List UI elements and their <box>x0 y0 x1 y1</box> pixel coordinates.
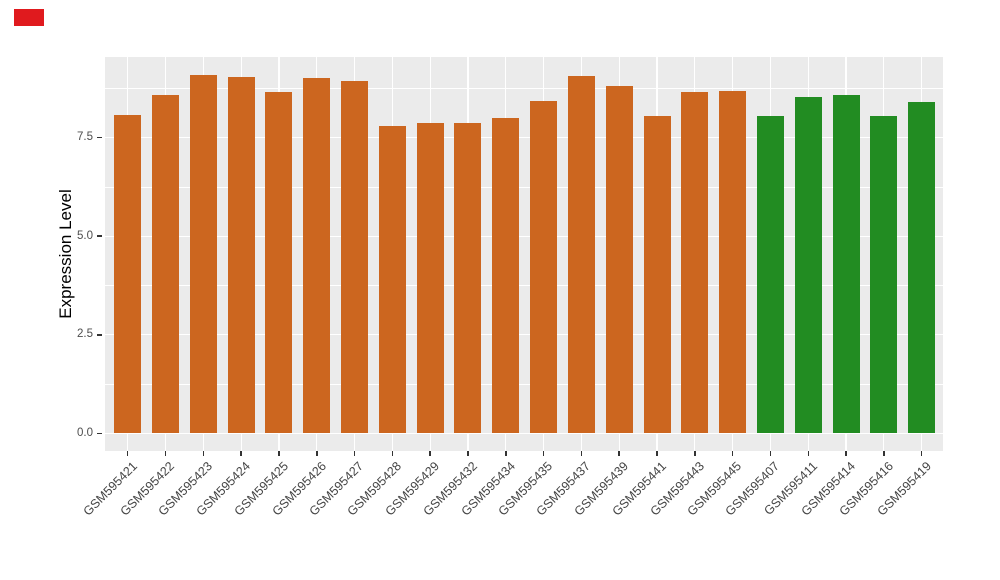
bar <box>908 102 936 434</box>
y-tick-label: 7.5 <box>77 131 93 144</box>
h-gridline-major <box>105 136 943 139</box>
x-tick-mark <box>126 451 129 456</box>
bar <box>492 118 520 434</box>
x-tick-mark <box>429 451 431 456</box>
h-gridline-minor <box>105 186 943 188</box>
bar <box>189 74 217 434</box>
bar <box>794 97 822 434</box>
y-tick-label: 5.0 <box>77 229 93 242</box>
bar <box>378 125 406 434</box>
bar <box>530 100 558 434</box>
h-gridline-major <box>105 334 943 336</box>
x-tick-mark <box>164 451 167 456</box>
x-tick-mark <box>505 451 507 456</box>
x-tick-mark <box>920 451 923 456</box>
h-gridline-major <box>105 235 943 237</box>
x-tick-mark <box>883 451 885 456</box>
bar <box>756 115 784 434</box>
bar <box>567 76 595 434</box>
bar <box>416 122 444 434</box>
x-tick-mark <box>542 451 545 456</box>
bar <box>227 76 255 434</box>
x-tick-mark <box>278 451 280 456</box>
x-tick-mark <box>656 451 658 456</box>
x-tick-mark <box>353 451 356 456</box>
bar <box>152 95 179 434</box>
bar <box>114 115 142 434</box>
x-tick-mark <box>807 451 810 456</box>
y-tick-mark <box>97 136 102 139</box>
h-gridline-minor <box>105 285 943 286</box>
x-tick-mark <box>845 451 847 456</box>
plot-panel <box>105 57 943 451</box>
bar <box>454 123 482 434</box>
h-gridline-major <box>105 432 943 434</box>
bar <box>341 80 369 434</box>
x-tick-mark <box>618 451 620 456</box>
y-tick-label: 0.0 <box>77 426 93 439</box>
bar <box>265 91 293 434</box>
x-tick-mark <box>391 451 394 456</box>
y-axis-title: Expression Level <box>56 189 75 319</box>
x-tick-mark <box>769 451 772 456</box>
x-tick-mark <box>694 451 696 456</box>
x-tick-mark <box>316 451 318 456</box>
bar <box>643 115 671 434</box>
bar <box>303 77 331 434</box>
bar <box>832 95 860 434</box>
x-tick-mark <box>202 451 205 456</box>
bar <box>681 91 709 434</box>
h-gridline-minor <box>105 87 943 89</box>
bar <box>870 115 898 434</box>
bar <box>719 90 747 434</box>
y-tick-mark <box>97 334 102 336</box>
red-marker <box>14 9 44 26</box>
y-tick-mark <box>97 235 102 237</box>
x-tick-mark <box>580 451 583 456</box>
x-tick-mark <box>467 451 469 456</box>
x-tick-mark <box>731 451 734 456</box>
x-tick-mark <box>240 451 242 456</box>
h-gridline-minor <box>105 383 943 385</box>
y-tick-label: 2.5 <box>77 328 93 341</box>
y-tick-mark <box>97 432 102 435</box>
bar <box>605 85 633 434</box>
